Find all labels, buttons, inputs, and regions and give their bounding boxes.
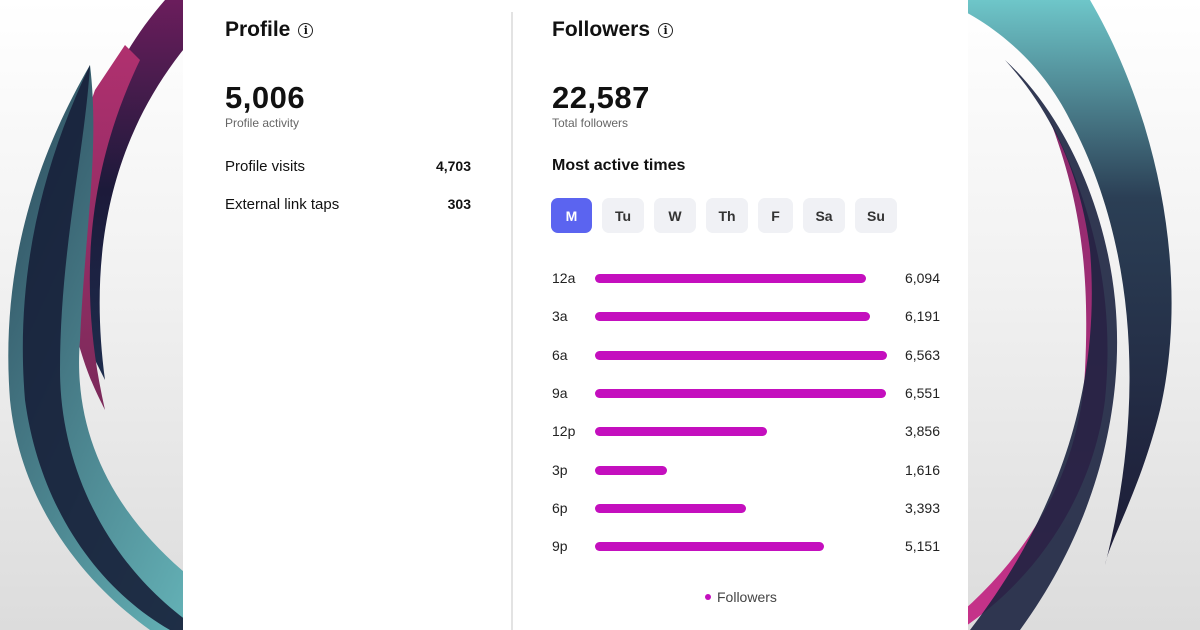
chart-row-6p: 6p 3,393 bbox=[552, 498, 944, 518]
decorative-swoosh-left bbox=[8, 0, 270, 630]
profile-activity-caption: Profile activity bbox=[225, 116, 300, 130]
info-icon[interactable]: i bbox=[298, 22, 314, 38]
chart-bar bbox=[595, 427, 767, 437]
day-tab-thursday[interactable]: Th bbox=[706, 198, 748, 233]
chart-row-3p: 3p 1,616 bbox=[552, 460, 944, 480]
legend-label: Followers bbox=[717, 589, 777, 605]
day-tab-wednesday[interactable]: W bbox=[654, 198, 696, 233]
day-tab-monday[interactable]: M bbox=[551, 198, 592, 233]
chart-data-label: 1,616 bbox=[904, 461, 940, 478]
profile-title: Profile i bbox=[225, 18, 314, 42]
info-icon[interactable]: i bbox=[658, 22, 674, 38]
chart-row-9p: 9p 5,151 bbox=[552, 536, 944, 556]
day-tab-sunday[interactable]: Su bbox=[855, 198, 897, 233]
chart-tick-label: 6a bbox=[552, 346, 568, 363]
metric-label: External link taps bbox=[225, 196, 340, 213]
metric-value: 4,703 bbox=[435, 158, 471, 174]
chart-data-label: 5,151 bbox=[904, 538, 940, 555]
chart-row-6a: 6a 6,563 bbox=[552, 345, 944, 365]
chart-data-label: 6,094 bbox=[904, 270, 940, 286]
chart-tick-label: 3p bbox=[552, 461, 568, 478]
chart-legend: Followers bbox=[705, 589, 777, 605]
decorative-swoosh-right bbox=[940, 0, 1172, 630]
metric-row-profile-visits: Profile visits 4,703 bbox=[225, 158, 471, 175]
day-tab-saturday[interactable]: Sa bbox=[803, 198, 845, 233]
followers-title: Followers i bbox=[552, 18, 674, 42]
insights-card: Profile i 5,006 Profile activity Profile… bbox=[183, 0, 968, 630]
metric-value: 303 bbox=[447, 196, 471, 212]
chart-row-12a: 12a 6,094 bbox=[552, 268, 944, 288]
followers-total: 22,587 bbox=[552, 80, 650, 115]
metric-label: Profile visits bbox=[225, 158, 306, 175]
chart-bar bbox=[595, 465, 667, 475]
legend-dot bbox=[705, 594, 711, 600]
chart-bar bbox=[595, 312, 870, 322]
metric-row-external-link-taps: External link taps 303 bbox=[225, 196, 471, 213]
chart-data-label: 6,551 bbox=[904, 384, 940, 401]
chart-tick-label: 12a bbox=[552, 270, 576, 286]
chart-tick-label: 6p bbox=[552, 499, 568, 516]
most-active-times-title: Most active times bbox=[552, 157, 686, 174]
chart-bar bbox=[595, 350, 887, 360]
followers-total-caption: Total followers bbox=[552, 116, 629, 130]
day-tab-tuesday[interactable]: Tu bbox=[602, 198, 644, 233]
chart-bar bbox=[595, 274, 866, 283]
day-tabs: M Tu W Th F Sa Su bbox=[551, 198, 897, 233]
profile-activity-total: 5,006 bbox=[225, 80, 306, 115]
chart-bar bbox=[595, 542, 824, 552]
chart-tick-label: 9a bbox=[552, 384, 568, 401]
panel-divider bbox=[511, 12, 513, 630]
chart-bar bbox=[595, 388, 886, 398]
chart-row-3a: 3a 6,191 bbox=[552, 306, 944, 326]
chart-data-label: 3,856 bbox=[904, 423, 940, 440]
chart-row-12p: 12p 3,856 bbox=[552, 421, 944, 441]
chart-data-label: 6,191 bbox=[904, 308, 940, 325]
chart-bar bbox=[595, 503, 746, 513]
chart-data-label: 3,393 bbox=[904, 499, 940, 516]
chart-tick-label: 3a bbox=[552, 308, 568, 325]
chart-row-9a: 9a 6,551 bbox=[552, 383, 944, 403]
chart-tick-label: 12p bbox=[552, 423, 576, 440]
chart-tick-label: 9p bbox=[552, 538, 568, 555]
day-tab-friday[interactable]: F bbox=[758, 198, 793, 233]
chart-data-label: 6,563 bbox=[904, 346, 940, 363]
